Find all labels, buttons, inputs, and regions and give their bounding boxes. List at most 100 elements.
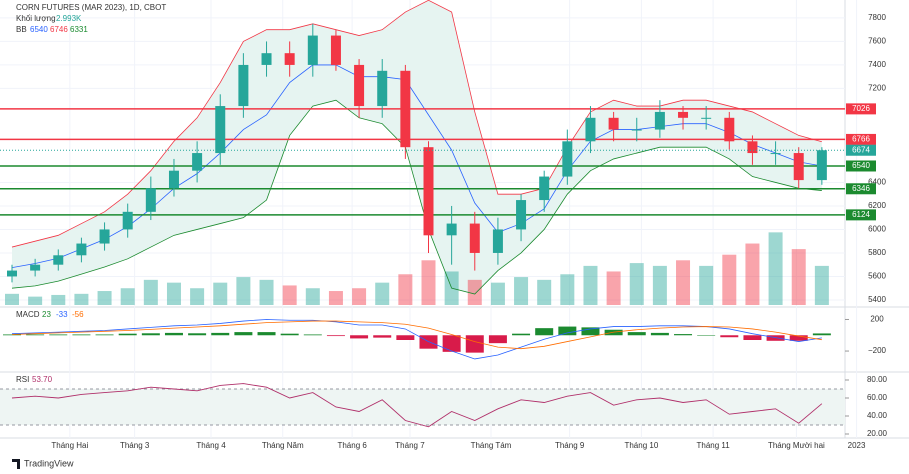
macd-hist: [812, 333, 831, 336]
candle-body: [631, 129, 642, 131]
x-tick-label: Tháng 7: [395, 441, 425, 450]
volume-bar: [560, 274, 575, 305]
rsi-line: [11, 383, 823, 428]
candle-body: [53, 255, 64, 265]
volume-bar: [166, 282, 181, 305]
rsi-legend-name: RSI: [16, 375, 29, 384]
macd-hist: [674, 334, 693, 336]
macd-hist: [512, 333, 531, 336]
volume-bar: [120, 288, 135, 305]
volume-bar: [768, 232, 783, 305]
volume-bar: [328, 291, 343, 305]
macd-hist: [442, 335, 461, 352]
x-tick-label: Tháng Mười hai: [768, 441, 825, 450]
macd-hist: [326, 335, 345, 337]
candle-body: [238, 64, 249, 107]
volume-bar: [375, 282, 390, 305]
volume-bar: [421, 260, 436, 305]
candle-body: [793, 153, 804, 181]
macd-hist: [581, 327, 600, 336]
candle-body: [284, 53, 295, 65]
volume-bar: [352, 288, 367, 305]
volume-bar: [5, 293, 19, 305]
bb-legend-value: 6746: [50, 25, 68, 34]
volume-bar: [467, 279, 482, 305]
macd-hist: [95, 334, 114, 336]
footer: TradingView: [24, 458, 74, 468]
volume-bar: [676, 260, 691, 305]
macd-hist: [280, 333, 299, 336]
candle-body: [678, 111, 689, 118]
macd-hist: [141, 333, 160, 336]
volume-bar: [51, 294, 66, 305]
volume-bar: [791, 249, 806, 305]
y-tick-label: 7200: [868, 84, 886, 93]
y-tick-label: 6200: [868, 201, 886, 210]
macd-hist: [558, 326, 577, 336]
volume-bar: [722, 254, 737, 305]
macd-hist: [743, 335, 762, 340]
volume-bar: [213, 282, 228, 305]
rsi-tick-label: 20.00: [867, 429, 888, 438]
level-label-bg: [846, 103, 876, 115]
candle-body: [724, 117, 735, 142]
candle-body: [168, 170, 179, 189]
volume-bar: [514, 277, 529, 305]
candle-body: [145, 188, 156, 212]
macd-hist: [234, 332, 253, 336]
bb-legend-name: BB: [16, 25, 27, 34]
macd-hist: [535, 328, 554, 336]
level-label: 6540: [852, 161, 870, 170]
volume-bar: [537, 279, 552, 305]
volume-bar: [190, 288, 205, 305]
volume-legend-name: Khối lượng: [16, 14, 56, 23]
macd-line: [11, 319, 822, 360]
level-label-bg: [846, 133, 876, 145]
candle-body: [816, 150, 827, 181]
bb-middle: [11, 64, 822, 269]
candle-body: [469, 223, 480, 253]
volume-bar: [745, 243, 760, 305]
y-tick-label: 7600: [868, 37, 886, 46]
x-tick-label: 2023: [848, 441, 866, 450]
chart-title: CORN FUTURES (MAR 2023), 1D, CBOT: [16, 3, 166, 12]
candle-body: [701, 117, 712, 119]
candle-body: [770, 153, 781, 155]
macd-hist: [373, 335, 392, 338]
macd-tick-label: −200: [868, 346, 887, 355]
volume-bar: [606, 271, 621, 305]
macd-hist: [350, 335, 369, 339]
candle-body: [516, 200, 527, 230]
level-label: 6124: [852, 210, 870, 219]
level-label-bg: [846, 183, 876, 195]
macd-hist: [3, 334, 21, 336]
bb-legend-value: 6331: [70, 25, 88, 34]
y-tick-label: 5600: [868, 272, 886, 281]
level-label-bg: [846, 160, 876, 172]
candle-body: [215, 106, 226, 154]
rsi-tick-label: 80.00: [867, 375, 888, 384]
macd-hist: [789, 335, 808, 341]
macd-hist: [396, 335, 415, 340]
candle-body: [492, 229, 503, 253]
x-tick-label: Tháng 6: [337, 441, 367, 450]
macd-hist: [720, 335, 739, 338]
macd-legend-value: -56: [72, 310, 84, 319]
level-label: 7026: [852, 104, 870, 113]
candle-body: [400, 70, 411, 148]
macd-hist: [164, 332, 183, 336]
y-tick-label: 7400: [868, 60, 886, 69]
candle-body: [585, 117, 596, 142]
macd-tick-label: 200: [870, 315, 884, 324]
candle-body: [330, 35, 341, 65]
macd-hist: [211, 332, 230, 336]
y-tick-label: 5400: [868, 295, 886, 304]
macd-hist: [627, 332, 646, 336]
volume-legend-value: 2.993K: [56, 14, 82, 23]
rsi-band: [0, 389, 845, 425]
macd-hist: [188, 333, 207, 336]
candle-body: [307, 35, 318, 65]
rsi-legend-value: 53.70: [32, 375, 53, 384]
level-label: 6346: [852, 184, 870, 193]
candle-body: [608, 117, 619, 130]
